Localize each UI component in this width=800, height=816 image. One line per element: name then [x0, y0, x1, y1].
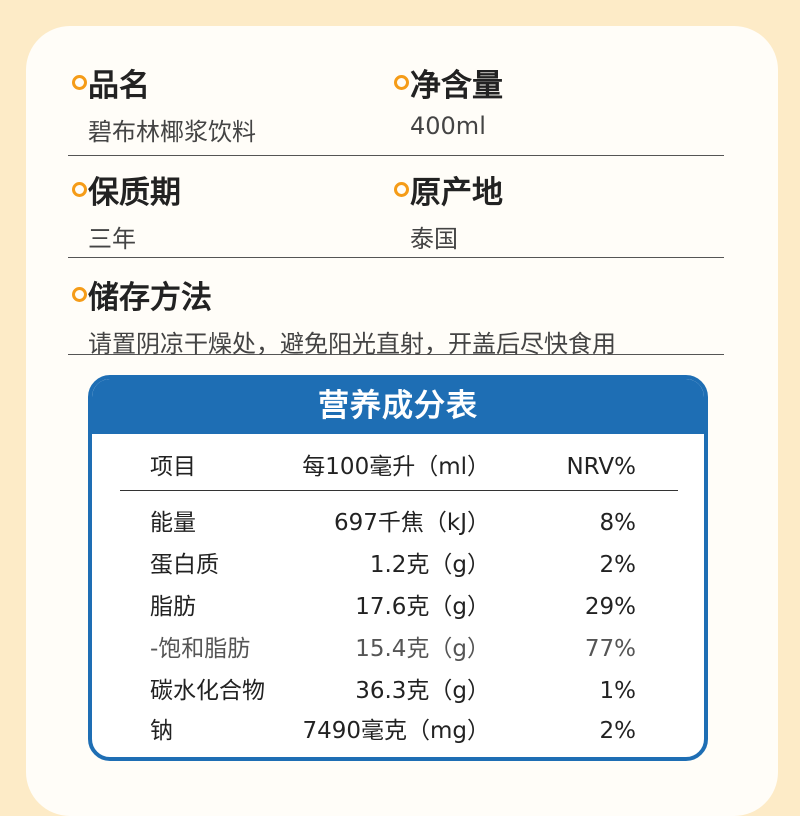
field-label: 净含量: [410, 68, 503, 104]
table-row: 碳水化合物 36.3克（g） 1%: [92, 671, 704, 711]
field-value: 400ml: [410, 112, 486, 140]
table-row: -饱和脂肪 15.4克（g） 77%: [92, 629, 704, 669]
table-row: 能量 697千焦（kJ） 8%: [92, 503, 704, 543]
nutrient-nrv: 77%: [584, 636, 636, 662]
nutrient-nrv: 8%: [599, 510, 637, 536]
nutrient-amount: 7490毫克（mg）: [302, 718, 490, 744]
nutrient-amount: 15.4克（g）: [355, 636, 490, 662]
nutrient-amount: 36.3克（g）: [355, 678, 490, 704]
nutrition-table-title: 营养成分表: [92, 379, 704, 434]
field-label: 保质期: [88, 175, 181, 211]
nutrient-name: 碳水化合物: [150, 678, 265, 704]
bullet-dot-icon: [394, 182, 409, 197]
bullet-dot-icon: [394, 75, 409, 90]
nutrient-name: -饱和脂肪: [150, 636, 251, 662]
nutrient-nrv: 29%: [584, 594, 636, 620]
field-label: 储存方法: [88, 280, 212, 316]
field-value: 三年: [88, 225, 136, 253]
bullet-dot-icon: [72, 287, 87, 302]
info-row-3: 储存方法 请置阴凉干燥处，避免阳光直射，开盖后尽快食用: [68, 257, 724, 358]
nutrient-name: 钠: [150, 718, 173, 744]
field-label: 品名: [88, 68, 150, 104]
nutrient-amount: 697千焦（kJ）: [333, 510, 490, 536]
table-divider: [120, 490, 678, 491]
field-label: 原产地: [410, 175, 503, 211]
column-header-per100ml: 每100毫升（ml）: [302, 454, 490, 480]
bullet-dot-icon: [72, 75, 87, 90]
field-value: 请置阴凉干燥处，避免阳光直射，开盖后尽快食用: [88, 330, 616, 358]
nutrient-nrv: 2%: [599, 552, 637, 578]
nutrient-name: 蛋白质: [150, 552, 219, 578]
table-row: 钠 7490毫克（mg） 2%: [92, 711, 704, 751]
info-row-2: 保质期 三年 原产地 泰国: [68, 155, 724, 258]
field-value: 泰国: [410, 225, 458, 253]
table-row: 蛋白质 1.2克（g） 2%: [92, 545, 704, 585]
column-header-item: 项目: [150, 454, 196, 480]
nutrient-nrv: 2%: [599, 718, 637, 744]
nutrient-nrv: 1%: [599, 678, 637, 704]
field-value: 碧布林椰浆饮料: [88, 118, 256, 146]
table-header-row: 项目 每100毫升（ml） NRV%: [92, 447, 704, 487]
nutrient-amount: 17.6克（g）: [355, 594, 490, 620]
nutrition-table: 营养成分表 项目 每100毫升（ml） NRV% 能量 697千焦（kJ） 8%…: [88, 375, 708, 761]
bullet-dot-icon: [72, 182, 87, 197]
column-header-nrv: NRV%: [566, 454, 636, 480]
nutrient-amount: 1.2克（g）: [369, 552, 490, 578]
table-row: 脂肪 17.6克（g） 29%: [92, 587, 704, 627]
info-row-1: 品名 碧布林椰浆饮料 净含量 400ml: [68, 60, 724, 156]
nutrient-name: 脂肪: [150, 594, 196, 620]
nutrient-name: 能量: [150, 510, 196, 536]
